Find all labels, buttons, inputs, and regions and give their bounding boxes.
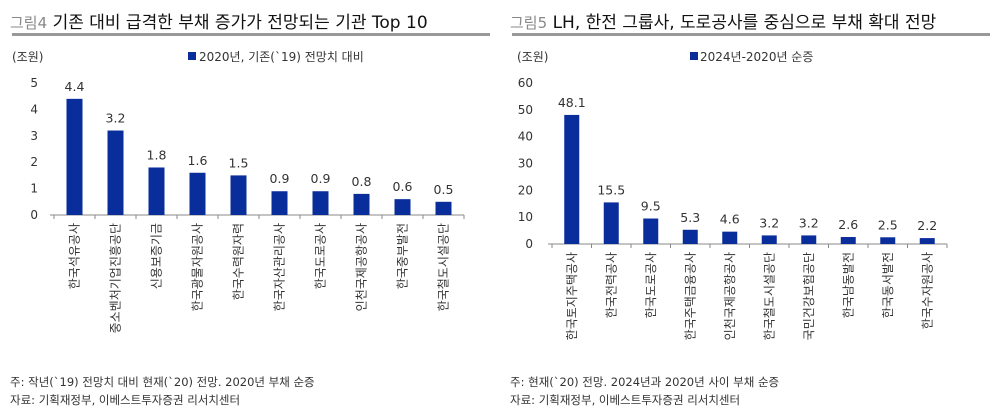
bar [722, 231, 738, 244]
data-label: 1.8 [147, 147, 167, 162]
data-label: 1.5 [229, 155, 249, 170]
data-label: 0.6 [393, 179, 413, 194]
chart-panel-left: 그림4 기존 대비 급격한 부채 증가가 전망되는 기관 Top 10 (조원)… [0, 0, 490, 408]
bar [312, 191, 329, 215]
bar [435, 201, 452, 215]
data-label: 0.8 [352, 174, 372, 189]
bar-chart: (조원) 2020년, 기존(`19) 전망치 대비 0 1 2 3 4 5 4.4 한국석유공사… [12, 50, 465, 333]
data-label: 4.6 [720, 212, 740, 227]
data-label: 3.2 [106, 111, 126, 126]
x-tick-label: 신용보증기금 [150, 223, 164, 289]
bar [66, 98, 83, 215]
bar [643, 218, 659, 244]
bar [761, 235, 777, 244]
bar [919, 238, 935, 244]
x-tick-label: 한국수자원공사 [920, 252, 934, 329]
x-tick-label: 한국토지주택공사 [565, 252, 579, 340]
bar [880, 237, 896, 244]
legend-swatch [690, 52, 698, 60]
x-tick-label: 한국수력원자력 [232, 223, 246, 300]
x-tick-label: 한국동서발전 [881, 252, 895, 318]
data-label: 2.5 [878, 217, 898, 232]
data-label: 2.6 [838, 217, 858, 232]
bar [271, 191, 288, 215]
bar [107, 130, 124, 215]
data-label: 0.9 [270, 171, 290, 186]
chart-panel-right: 그림5 LH, 한전 그룹사, 도로공사를 중심으로 부채 확대 전망 (조원)… [500, 0, 990, 408]
unit-label: (조원) [517, 50, 548, 64]
bar [394, 199, 411, 215]
bar [564, 114, 580, 244]
legend-label: 2024년-2020년 순증 [700, 50, 813, 64]
x-tick-label: 한국주택금융공사 [683, 252, 697, 340]
y-tick-label: 5 [30, 76, 38, 90]
bar [353, 193, 370, 215]
title-divider [512, 33, 990, 36]
data-label: 0.9 [311, 171, 331, 186]
x-tick-label: 한국석유공사 [68, 223, 82, 289]
y-tick-label: 50 [518, 103, 533, 117]
data-label: 1.6 [188, 153, 208, 168]
bar [603, 202, 619, 244]
title-divider [12, 33, 490, 36]
legend-label: 2020년, 기존(`19) 전망치 대비 [199, 50, 364, 64]
chart-note: 주: 작년(`19) 전망치 대비 현재(`20) 전망. 2020년 부채 순… [10, 375, 315, 389]
x-tick-label: 중소벤처기업진흥공단 [109, 223, 123, 333]
bar [840, 237, 856, 244]
y-tick-label: 30 [518, 157, 533, 171]
bar [682, 229, 698, 244]
y-tick-label: 4 [30, 102, 38, 116]
y-tick-label: 2 [30, 155, 38, 169]
bar [189, 172, 206, 215]
data-label: 9.5 [641, 199, 661, 214]
bar [230, 175, 247, 215]
data-label: 0.5 [434, 182, 454, 197]
data-label: 48.1 [558, 95, 586, 110]
legend-swatch [188, 52, 196, 60]
data-label: 15.5 [597, 182, 625, 197]
data-label: 2.2 [917, 218, 937, 233]
chart-source: 자료: 기획재정부, 이베스트투자증권 리서치센터 [510, 393, 741, 407]
chart-title: 그림5 LH, 한전 그룹사, 도로공사를 중심으로 부채 확대 전망 [510, 13, 937, 33]
bar [801, 235, 817, 244]
x-tick-label: 한국중부발전 [396, 223, 410, 289]
data-label: 4.4 [65, 79, 85, 94]
x-tick-label: 인천국제공항공사 [722, 252, 737, 340]
y-tick-label: 40 [518, 130, 533, 144]
y-tick-label: 10 [518, 210, 533, 224]
data-label: 3.2 [759, 215, 779, 230]
x-tick-label: 한국전력공사 [604, 252, 618, 318]
data-label: 5.3 [680, 210, 700, 225]
x-tick-label: 한국철도시설공단 [437, 223, 451, 311]
y-tick-label: 60 [518, 76, 533, 90]
x-tick-label: 한국도로공사 [314, 223, 328, 289]
bar [148, 167, 165, 215]
x-tick-label: 한국남동발전 [841, 252, 855, 318]
data-label: 3.2 [799, 215, 819, 230]
x-tick-label: 국민건강보험공단 [802, 252, 816, 340]
chart-source: 자료: 기획재정부, 이베스트투자증권 리서치센터 [10, 393, 241, 407]
y-tick-label: 0 [525, 237, 533, 251]
x-tick-label: 한국도로공사 [644, 252, 658, 318]
unit-label: (조원) [12, 50, 43, 64]
y-tick-label: 3 [30, 129, 38, 143]
chart-note: 주: 현재(`20) 전망. 2024년과 2020년 사이 부채 순증 [510, 375, 780, 389]
chart-title: 그림4 기존 대비 급격한 부채 증가가 전망되는 기관 Top 10 [10, 13, 428, 33]
y-tick-label: 0 [30, 208, 38, 222]
x-tick-label: 한국자산관리공사 [273, 223, 287, 311]
y-tick-label: 20 [518, 183, 533, 197]
x-tick-label: 인천국제공항공사 [354, 223, 369, 311]
x-tick-label: 한국철도시설공단 [762, 252, 776, 340]
x-tick-label: 한국광물자원공사 [191, 223, 205, 311]
y-tick-label: 1 [30, 182, 38, 196]
bar-chart: (조원) 2024년-2020년 순증 0 10 20 30 40 50 60 48.1 한국토지주… [517, 50, 948, 340]
